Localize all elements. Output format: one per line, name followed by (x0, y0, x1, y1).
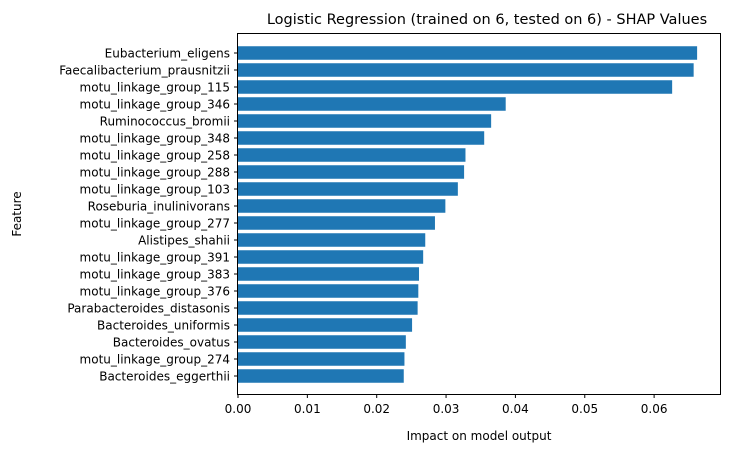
y-tick-label: motu_linkage_group_258 (80, 149, 230, 163)
bar-motu_linkage_group_277 (238, 216, 435, 230)
bar-motu_linkage_group_376 (238, 284, 419, 298)
bar-motu_linkage_group_346 (238, 97, 506, 111)
x-tick-label: 0.02 (363, 402, 390, 416)
x-ticks: 0.00 0.01 0.02 0.03 0.04 0.05 0.06 (225, 394, 668, 416)
y-tick-label: Faecalibacterium_prausnitzii (59, 64, 230, 78)
bar-Alistipes_shahii (238, 233, 426, 247)
y-axis-label: Feature (10, 191, 24, 236)
bars (238, 46, 698, 383)
y-tick-label: motu_linkage_group_274 (80, 353, 230, 367)
y-tick-label: motu_linkage_group_391 (80, 251, 230, 265)
bar-Parabacteroides_distasonis (238, 301, 418, 315)
bar-motu_linkage_group_348 (238, 131, 485, 145)
y-tick-label: Roseburia_inulinivorans (88, 200, 230, 214)
y-tick-label: Bacteroides_uniformis (97, 319, 230, 333)
bar-motu_linkage_group_258 (238, 148, 466, 162)
bar-motu_linkage_group_383 (238, 267, 420, 281)
y-tick-label: Ruminococcus_bromii (100, 115, 230, 129)
y-tick-label: motu_linkage_group_103 (80, 183, 230, 197)
y-tick-label: motu_linkage_group_348 (80, 132, 230, 146)
bar-Eubacterium_eligens (238, 46, 698, 60)
y-tick-label: motu_linkage_group_115 (80, 81, 230, 95)
y-tick-label: Bacteroides_eggerthii (99, 370, 230, 384)
bar-Faecalibacterium_prausnitzii (238, 63, 694, 77)
x-tick-label: 0.00 (225, 402, 252, 416)
bar-motu_linkage_group_103 (238, 182, 458, 196)
chart-title: Logistic Regression (trained on 6, teste… (267, 12, 707, 28)
x-tick-label: 0.06 (641, 402, 668, 416)
x-tick-label: 0.03 (433, 402, 460, 416)
bar-motu_linkage_group_274 (238, 352, 405, 366)
y-tick-label: motu_linkage_group_346 (80, 98, 230, 112)
y-tick-label: motu_linkage_group_376 (80, 285, 230, 299)
bar-Bacteroides_uniformis (238, 318, 413, 332)
y-tick-label: motu_linkage_group_383 (80, 268, 230, 282)
x-tick-label: 0.04 (502, 402, 529, 416)
bar-motu_linkage_group_288 (238, 165, 465, 179)
x-tick-label: 0.01 (294, 402, 321, 416)
y-tick-label: motu_linkage_group_277 (80, 217, 230, 231)
x-axis-label: Impact on model output (407, 429, 552, 443)
bar-Bacteroides_ovatus (238, 335, 406, 349)
bar-Ruminococcus_bromii (238, 114, 492, 128)
bar-motu_linkage_group_115 (238, 80, 673, 94)
bar-motu_linkage_group_391 (238, 250, 424, 264)
y-tick-label: Parabacteroides_distasonis (67, 302, 230, 316)
x-tick-label: 0.05 (571, 402, 598, 416)
plot-frame (237, 33, 721, 395)
y-tick-label: Eubacterium_eligens (105, 47, 230, 61)
y-tick-label: motu_linkage_group_288 (80, 166, 230, 180)
y-tick-label: Bacteroides_ovatus (113, 336, 230, 350)
bar-Roseburia_inulinivorans (238, 199, 446, 213)
bar-Bacteroides_eggerthii (238, 369, 404, 383)
y-tick-label: Alistipes_shahii (138, 234, 230, 248)
y-tick-labels: Eubacterium_eligens Faecalibacterium_prau… (59, 47, 238, 384)
